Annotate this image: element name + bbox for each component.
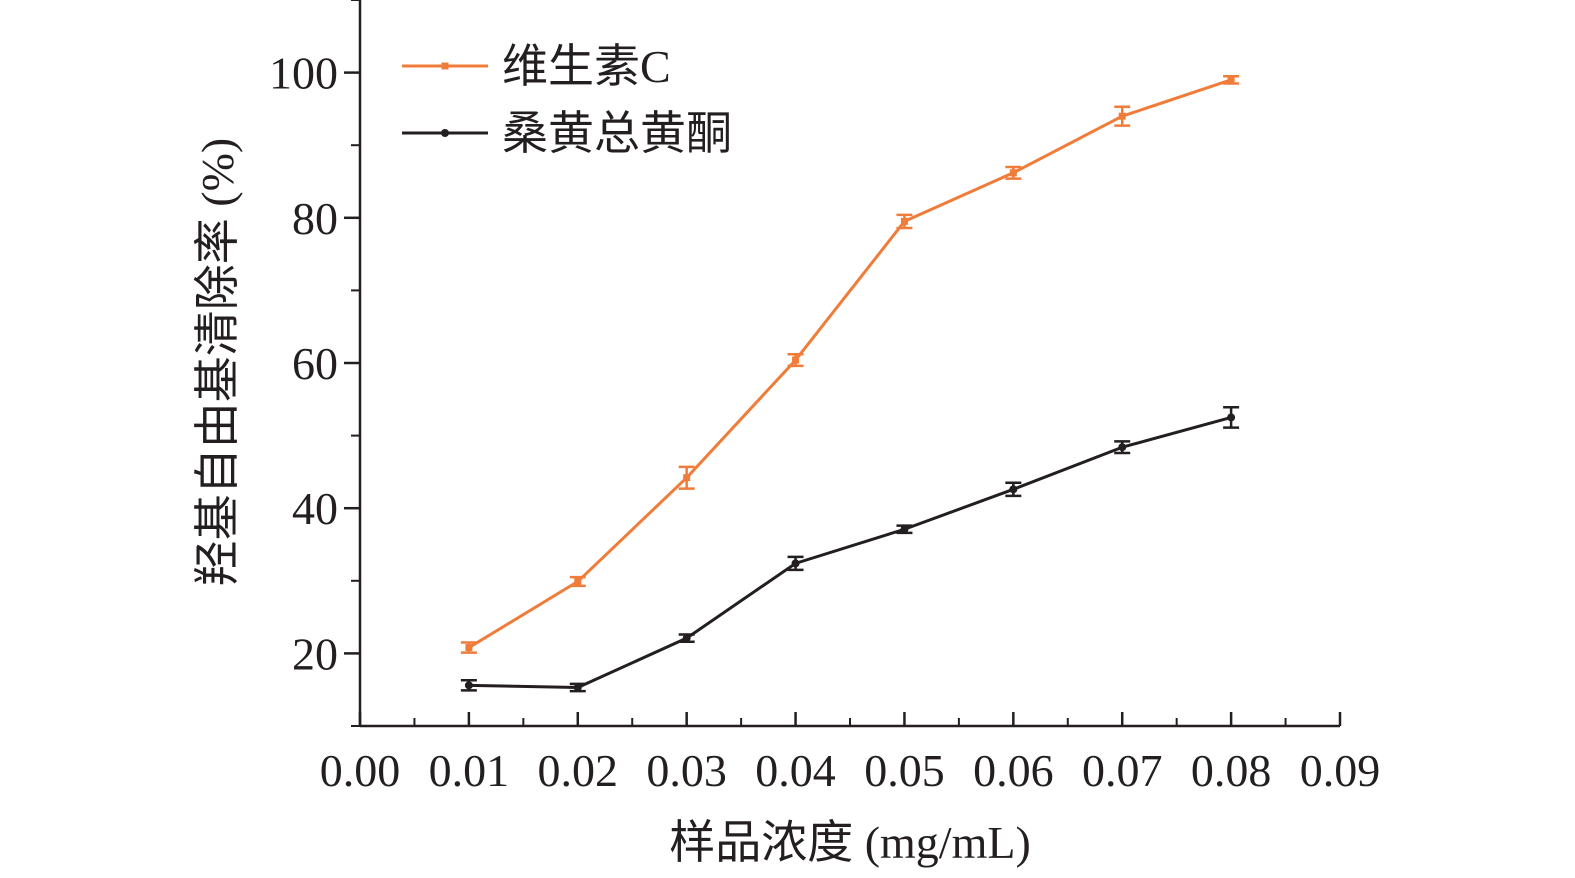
legend-item-vitamin-c: 维生素C [402,41,671,92]
x-tick-label: 0.03 [646,745,727,796]
data-point [900,217,908,225]
legend: 维生素C 桑黄总黄酮 [402,41,732,159]
series-0 [460,74,1240,654]
data-point [1227,76,1235,84]
data-point [683,474,691,482]
x-tick-label: 0.01 [429,745,510,796]
data-point [573,683,582,692]
x-tick-label: 0.00 [320,745,401,796]
series-line [468,416,1232,690]
series-line [468,78,1232,649]
y-tick-label: 100 [269,48,338,99]
data-point [464,681,473,690]
y-tick-label: 80 [292,193,338,244]
data-point [1009,485,1018,494]
x-tick-label: 0.04 [755,745,836,796]
data-point [682,634,691,643]
data-point [900,525,909,534]
y-tick-labels: 20 40 60 80 100 [269,48,338,680]
x-tick-label: 0.08 [1191,745,1272,796]
x-tick-label: 0.09 [1300,745,1381,796]
data-point [1009,169,1017,177]
data-point [791,559,800,568]
legend-marker-vitamin-c [441,62,449,70]
x-tick-labels: 0.00 0.01 0.02 0.03 0.04 0.05 0.06 0.07 0.08 0.09 [320,745,1381,796]
y-axis-title: 羟基自由基清除率 (%) [192,138,243,586]
data-point [465,644,473,652]
x-axis-title: 样品浓度 (mg/mL) [669,817,1031,868]
x-tick-label: 0.02 [538,745,619,796]
data-point [1227,413,1236,422]
series-layer [460,74,1240,693]
data-point [1118,112,1126,120]
x-tick-label: 0.07 [1082,745,1163,796]
x-tick-label: 0.06 [973,745,1054,796]
x-tick-label: 0.05 [864,745,945,796]
data-point [1118,443,1127,452]
y-tick-label: 60 [292,338,338,389]
y-tick-label: 20 [292,628,338,679]
legend-item-phellinus-flavonoids: 桑黄总黄酮 [402,108,732,159]
data-point [574,578,582,586]
y-tick-label: 40 [292,483,338,534]
data-point [792,356,800,364]
legend-label-vitamin-c: 维生素C [502,41,671,92]
series-1 [460,406,1240,693]
axis-ticks [344,0,1342,727]
legend-marker-phellinus-flavonoids [441,129,449,137]
legend-label-phellinus-flavonoids: 桑黄总黄酮 [502,108,732,159]
